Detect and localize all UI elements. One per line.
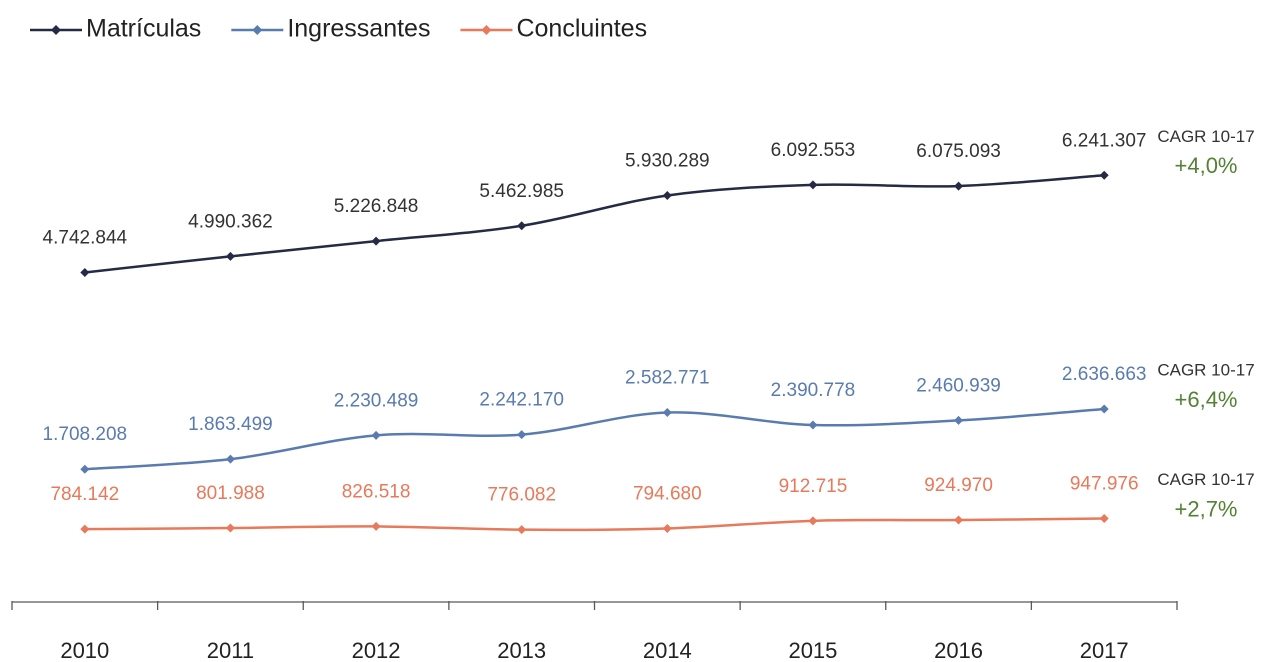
- x-tick-label: 2014: [643, 638, 692, 662]
- legend-label: Ingressantes: [287, 15, 430, 43]
- point-marker: [662, 408, 672, 418]
- legend-label: Concluintes: [516, 15, 647, 43]
- point-marker: [517, 430, 527, 440]
- series-line: [84, 407, 1105, 471]
- data-label: 5.930.289: [625, 150, 710, 171]
- data-label: 5.462.985: [479, 181, 564, 202]
- point-marker: [954, 515, 964, 525]
- data-label: 4.742.844: [43, 227, 128, 248]
- data-label: 1.708.208: [43, 424, 128, 445]
- point-marker: [225, 251, 235, 261]
- x-tick-label: 2013: [497, 638, 546, 662]
- x-tick-label: 2010: [60, 638, 109, 662]
- point-marker: [1099, 404, 1109, 414]
- point-marker: [225, 523, 235, 533]
- data-label: 5.226.848: [334, 196, 419, 217]
- data-label: 912.715: [779, 476, 848, 497]
- cagr-value: +4,0%: [1175, 153, 1238, 178]
- series-line: [84, 174, 1105, 274]
- point-marker: [80, 524, 90, 534]
- point-marker: [371, 430, 381, 440]
- point-marker: [371, 236, 381, 246]
- point-marker: [954, 181, 964, 191]
- data-label: 794.680: [633, 483, 702, 504]
- x-tick-label: 2016: [934, 638, 983, 662]
- x-tick-label: 2017: [1080, 638, 1129, 662]
- point-marker: [662, 190, 672, 200]
- x-tick-label: 2012: [352, 638, 401, 662]
- data-label: 6.241.307: [1062, 130, 1147, 151]
- data-label: 784.142: [50, 484, 119, 505]
- data-label: 776.082: [487, 485, 556, 506]
- data-label: 1.863.499: [188, 414, 273, 435]
- point-marker: [1099, 514, 1109, 524]
- point-marker: [517, 525, 527, 535]
- point-marker: [808, 516, 818, 526]
- legend-marker: [51, 25, 61, 35]
- x-tick-label: 2015: [788, 638, 837, 662]
- data-label: 2.230.489: [334, 390, 419, 411]
- data-label: 801.988: [196, 483, 265, 504]
- data-label: 2.242.170: [479, 390, 564, 411]
- point-marker: [808, 180, 818, 190]
- data-label: 947.976: [1070, 474, 1139, 495]
- legend-marker: [252, 25, 263, 35]
- point-marker: [371, 521, 381, 531]
- cagr-value: +6,4%: [1175, 387, 1238, 412]
- data-label: 6.075.093: [916, 141, 1001, 162]
- point-marker: [80, 267, 90, 277]
- point-marker: [517, 221, 527, 231]
- point-marker: [808, 420, 818, 430]
- data-label: 826.518: [342, 481, 411, 502]
- data-label: 4.990.362: [188, 211, 273, 232]
- data-label: 924.970: [924, 475, 993, 496]
- data-label: 6.092.553: [771, 140, 856, 161]
- data-label: 2.636.663: [1062, 364, 1147, 385]
- data-label: 2.582.771: [625, 368, 710, 389]
- data-label: 2.390.778: [771, 380, 856, 401]
- point-marker: [954, 415, 964, 425]
- legend-label: Matrículas: [86, 15, 201, 43]
- point-marker: [662, 523, 672, 533]
- data-label: 2.460.939: [916, 375, 1001, 396]
- point-marker: [225, 454, 235, 464]
- point-marker: [80, 464, 90, 474]
- cagr-label: CAGR 10-17: [1157, 361, 1254, 380]
- series-line: [84, 517, 1105, 532]
- point-marker: [1099, 170, 1109, 180]
- cagr-label: CAGR 10-17: [1157, 127, 1254, 146]
- legend-marker: [481, 25, 492, 35]
- cagr-value: +2,7%: [1175, 496, 1238, 521]
- x-tick-label: 2011: [207, 638, 254, 662]
- cagr-label: CAGR 10-17: [1157, 470, 1254, 489]
